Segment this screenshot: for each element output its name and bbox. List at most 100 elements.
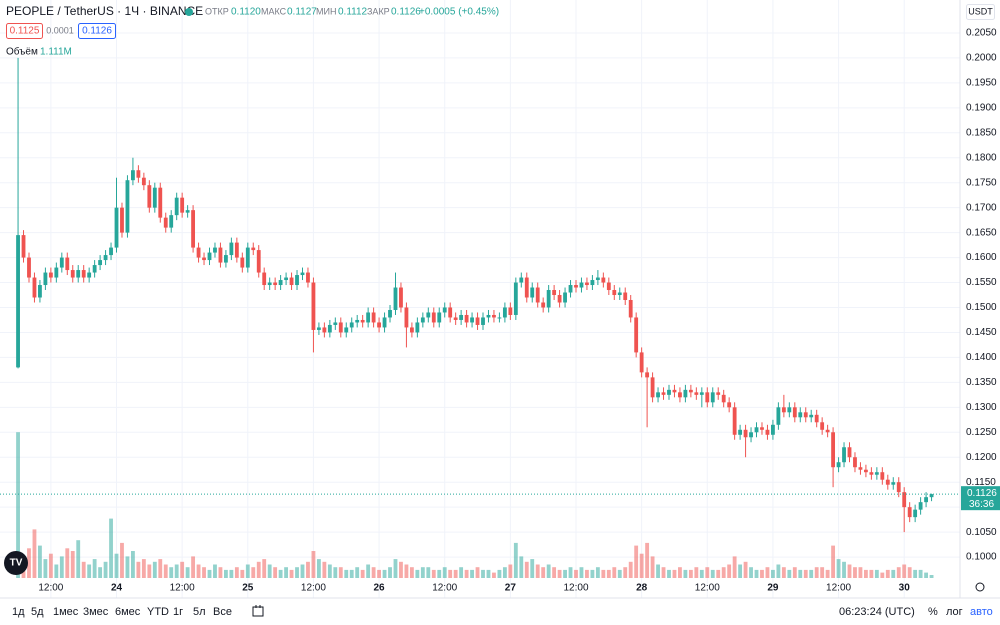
candle-body — [136, 170, 141, 178]
date-range-icon[interactable] — [252, 605, 264, 617]
volume-bar — [32, 529, 37, 578]
candle-body — [431, 312, 436, 323]
volume-bar — [541, 567, 546, 578]
candle-body — [81, 270, 86, 278]
volume-bar — [98, 567, 103, 578]
range-button[interactable]: 5л — [193, 606, 206, 618]
volume-bar — [792, 567, 797, 578]
x-tick-label: 28 — [636, 583, 648, 594]
volume-bar — [524, 561, 529, 578]
range-button[interactable]: 6мес — [115, 606, 141, 618]
volume-bar — [513, 542, 518, 578]
candle-body — [524, 277, 529, 298]
candle-body — [842, 447, 846, 463]
candle-body — [743, 429, 748, 438]
candle-body — [781, 407, 786, 413]
candle-body — [273, 282, 278, 286]
candle-body — [732, 407, 737, 435]
volume-bar — [278, 569, 283, 578]
candle-body — [765, 429, 770, 435]
volume-bar — [393, 559, 398, 578]
settings-icon[interactable] — [975, 582, 985, 592]
candle-body — [87, 272, 92, 278]
volume-bar — [76, 540, 81, 578]
candle-body — [256, 250, 261, 273]
currency[interactable]: USDT — [968, 6, 993, 16]
y-tick-label: 0.1200 — [966, 452, 997, 463]
candle-body — [628, 299, 633, 318]
volume-bar — [918, 569, 923, 578]
volume-bar — [267, 564, 272, 578]
volume-bar — [240, 569, 245, 578]
range-button[interactable]: Все — [213, 606, 232, 618]
buy-box[interactable] — [78, 23, 116, 39]
sell-price[interactable]: 0.1125 — [10, 26, 40, 37]
candle-body — [344, 327, 349, 333]
low-value: 0.1112 — [338, 7, 368, 18]
logo-mark[interactable]: TV — [10, 558, 23, 569]
range-button[interactable]: 1д — [12, 606, 25, 618]
volume-bar — [38, 545, 42, 578]
candle-body — [453, 317, 458, 320]
volume-bar — [688, 569, 693, 578]
volume-bar — [464, 569, 469, 578]
candle-body — [103, 255, 108, 261]
volume-pane — [16, 432, 934, 578]
candle-body — [267, 282, 272, 286]
y-tick-label: 0.1850 — [966, 127, 997, 138]
range-button[interactable]: 1г — [173, 606, 183, 618]
candle-body — [349, 322, 354, 328]
volume-bar — [481, 569, 485, 578]
y-tick-label: 0.1400 — [966, 352, 997, 363]
percent-toggle[interactable]: % — [928, 606, 938, 618]
candle-body — [853, 457, 857, 468]
volume-bar — [409, 567, 414, 578]
range-button[interactable]: 3мес — [83, 606, 109, 618]
candle-body — [16, 235, 20, 368]
range-button[interactable]: YTD — [147, 606, 169, 618]
volume-bar — [234, 567, 239, 578]
candle-body — [508, 307, 513, 315]
volume-bar — [218, 567, 223, 578]
candle-body — [174, 197, 179, 216]
logo[interactable] — [4, 551, 28, 575]
candle-body — [158, 187, 163, 218]
range-button[interactable]: 5д — [31, 606, 44, 618]
volume-bar — [448, 569, 453, 578]
candle-body — [459, 314, 464, 320]
sell-box[interactable] — [6, 23, 43, 39]
volume-bar — [65, 548, 70, 578]
y-tick-label: 0.1700 — [966, 202, 997, 213]
volume-bar — [420, 567, 425, 578]
candle-body — [306, 272, 310, 283]
volume-bar — [202, 567, 206, 578]
volume-bar — [885, 569, 890, 578]
candle-body — [125, 180, 130, 233]
open-label: ОТКР — [205, 6, 229, 16]
auto-toggle[interactable]: авто — [970, 606, 993, 618]
high-value: 0.1127 — [287, 7, 317, 18]
log-toggle[interactable]: лог — [946, 606, 963, 618]
candle-body — [213, 247, 217, 253]
candle-body — [918, 502, 923, 510]
volume-bar — [180, 561, 185, 578]
volume-bar — [486, 569, 491, 578]
range-button[interactable]: 1мес — [53, 606, 79, 618]
volume-bar — [327, 564, 332, 578]
candle-body — [650, 377, 655, 398]
candle-body — [109, 247, 113, 256]
close-value: 0.1126 — [391, 7, 421, 18]
candle-body — [798, 412, 803, 418]
candle-body — [289, 277, 294, 286]
candle-body — [568, 285, 573, 293]
candle-body — [311, 282, 316, 330]
buy-price[interactable]: 0.1126 — [82, 26, 112, 37]
candle-body — [437, 312, 442, 323]
candle-body — [98, 260, 103, 266]
candle-body — [601, 277, 606, 283]
change-value: +0.0005 (+0.45%) — [419, 7, 499, 18]
currency-box[interactable] — [966, 4, 995, 20]
candle-body — [913, 509, 918, 518]
candle-body — [180, 197, 185, 213]
candle-body — [721, 394, 726, 403]
